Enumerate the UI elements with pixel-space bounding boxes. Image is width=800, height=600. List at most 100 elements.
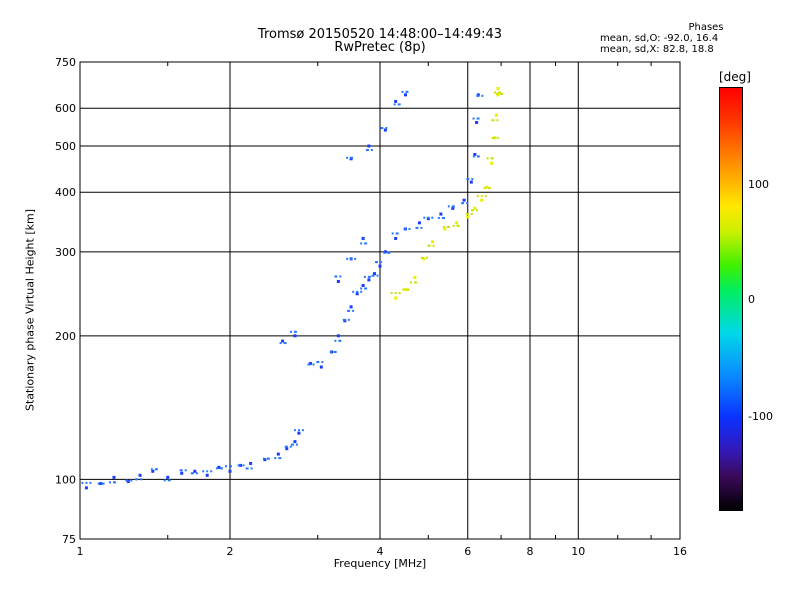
data-point [278,457,281,460]
data-point [350,156,353,159]
data-point [266,457,269,460]
data-point [130,479,133,482]
data-point [443,227,447,231]
data-point [442,225,445,228]
data-point [494,113,498,117]
data-point [476,94,479,97]
data-point [405,90,408,93]
data-point [307,363,310,366]
colorbar-unit: [deg] [719,70,751,84]
data-point [473,152,477,156]
data-point [409,281,412,284]
colorbar-tick-100: 100 [748,178,769,191]
y-tick-label: 100 [55,473,76,486]
data-point [394,296,398,300]
data-point [361,236,365,240]
chart-title: Tromsø 20150520 14:48:00–14:49:43 [257,27,503,42]
data-point [352,309,355,312]
x-tick-label: 6 [464,545,471,558]
data-point [150,468,153,471]
data-point [355,292,359,296]
data-point [447,205,450,208]
data-point [483,187,486,190]
data-point [367,144,371,148]
data-point [352,290,355,293]
phase-stats: Phases mean, sd,O: -92.0, 16.4 mean, sd,… [600,22,772,55]
data-point [293,429,296,432]
data-point [413,276,417,280]
data-point [112,475,116,479]
data-point [451,205,454,208]
data-point [473,206,477,210]
data-point [347,318,350,321]
data-point [285,447,289,451]
data-point [380,261,382,264]
data-point [476,117,479,120]
data-point [167,479,170,482]
data-point [370,148,373,151]
data-point [402,288,405,291]
data-point [394,292,397,295]
data-point [293,330,296,333]
y-tick-label: 500 [55,140,76,153]
data-point [274,457,277,460]
data-point [81,481,84,484]
data-point [439,212,443,216]
data-point [99,482,103,486]
data-point [485,185,489,189]
phase-stats-x: mean, sd,X: 82.8, 18.8 [600,44,714,55]
data-point [432,244,435,247]
data-point [339,275,342,278]
data-point [125,479,128,482]
data-point [403,288,407,292]
y-tick-label: 75 [62,533,76,546]
data-point [480,198,484,202]
data-point [397,103,400,106]
data-point [364,242,367,245]
data-point [499,92,502,95]
data-point [403,93,407,97]
data-point [417,221,421,225]
y-tick-label: 750 [55,56,76,69]
data-point [425,256,428,259]
data-point [342,318,345,321]
data-point [469,180,473,184]
data-point [289,330,292,333]
data-point [276,452,280,456]
data-point [202,470,205,473]
data-point [297,431,301,435]
data-point [427,216,430,219]
data-point [441,217,444,220]
data-point [205,473,209,477]
x-tick-label: 10 [571,545,585,558]
data-point [97,482,100,485]
data-point [333,350,336,353]
data-point [350,257,353,260]
data-point [363,275,366,278]
data-point [195,472,198,475]
data-point [293,334,297,338]
data-point [471,178,474,181]
data-point [334,275,337,278]
data-point [481,94,484,97]
data-point [487,187,490,190]
data-point [250,467,253,470]
data-point [437,217,440,220]
data-point [312,363,315,366]
data-point [290,443,293,446]
data-point [476,195,479,198]
data-point [329,350,332,353]
data-point [354,257,357,260]
y-tick-label: 600 [55,102,76,115]
data-point [210,470,213,473]
data-point [466,178,469,181]
data-point [371,274,374,277]
data-point [383,128,387,132]
data-point [470,209,473,212]
phase-stats-o: mean, sd,O: -92.0, 16.4 [600,33,719,44]
data-point [360,287,363,290]
data-point [85,481,88,484]
data-point [321,361,324,364]
data-point [112,481,115,484]
